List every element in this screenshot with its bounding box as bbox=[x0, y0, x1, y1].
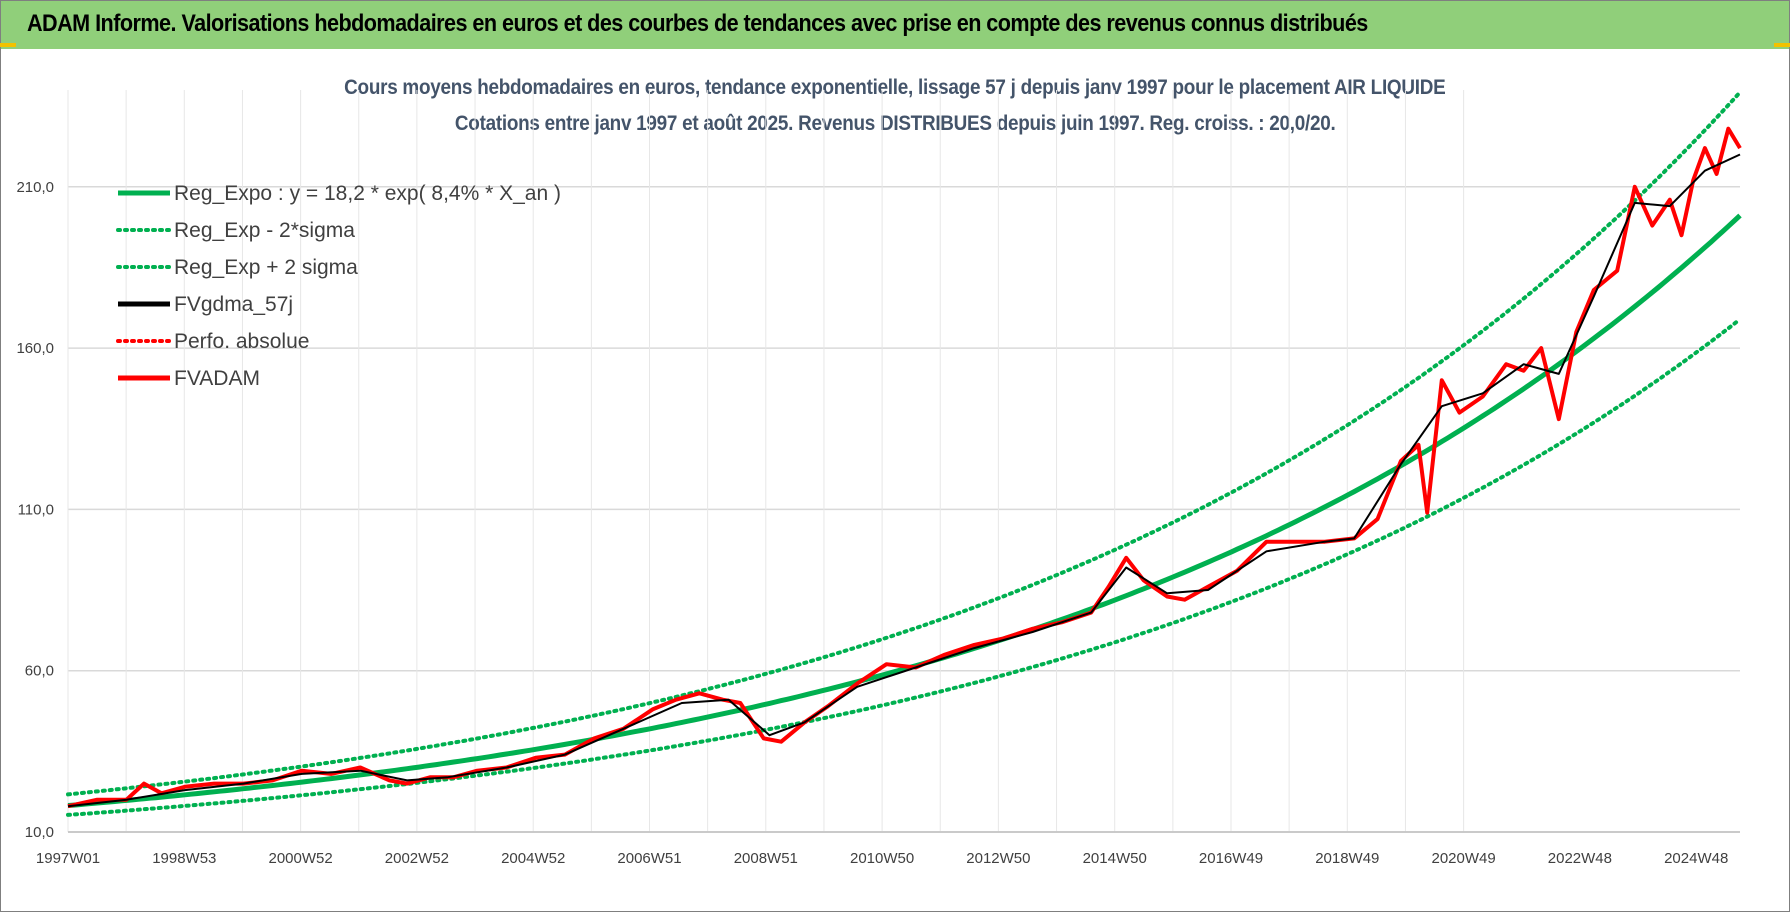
report-title: ADAM Informe. Valorisations hebdomadaire… bbox=[27, 10, 1368, 37]
x-tick-label: 2018W49 bbox=[1315, 850, 1379, 867]
legend: Reg_Expo : y = 18,2 * exp( 8,4% * X_an )… bbox=[116, 182, 561, 390]
legend-label: Reg_Expo : y = 18,2 * exp( 8,4% * X_an ) bbox=[174, 182, 561, 205]
legend-label: FVADAM bbox=[174, 367, 260, 390]
legend-label: FVgdma_57j bbox=[174, 293, 293, 316]
x-tick-label: 2002W52 bbox=[385, 850, 449, 867]
x-tick-label: 2008W51 bbox=[734, 850, 798, 867]
legend-label: Reg_Exp - 2*sigma bbox=[174, 219, 355, 242]
x-tick-label: 2020W49 bbox=[1431, 850, 1495, 867]
x-tick-label: 2004W52 bbox=[501, 850, 565, 867]
x-tick-label: 2022W48 bbox=[1548, 850, 1612, 867]
fvadam-line bbox=[67, 126, 1742, 809]
fvgdma-57j-line bbox=[67, 153, 1741, 808]
x-tick-label: 1998W53 bbox=[152, 850, 216, 867]
chart-title-line1: Cours moyens hebdomadaires en euros, ten… bbox=[344, 76, 1446, 99]
x-tick-label: 1997W01 bbox=[36, 850, 100, 867]
corner-mark bbox=[1774, 43, 1790, 47]
x-tick-label: 2000W52 bbox=[268, 850, 332, 867]
report-header: ADAM Informe. Valorisations hebdomadaire… bbox=[1, 1, 1789, 49]
x-tick-label: 2016W49 bbox=[1199, 850, 1263, 867]
x-tick-label: 2006W51 bbox=[617, 850, 681, 867]
x-tick-label: 2014W50 bbox=[1083, 850, 1147, 867]
corner-mark bbox=[0, 43, 16, 47]
series-layer bbox=[66, 90, 1742, 817]
y-tick-label: 210,0 bbox=[16, 179, 54, 196]
reg-expo-line bbox=[67, 213, 1742, 808]
chart-title-line2: Cotations entre janv 1997 et août 2025. … bbox=[454, 112, 1336, 135]
legend-label: Reg_Exp + 2 sigma bbox=[174, 256, 358, 279]
reg-exp-plus-2sigma-line bbox=[66, 90, 1742, 797]
y-tick-label: 110,0 bbox=[18, 501, 54, 518]
x-tick-label: 2012W50 bbox=[966, 850, 1030, 867]
x-tick-label: 2010W50 bbox=[850, 850, 914, 867]
y-tick-label: 10,0 bbox=[25, 824, 54, 841]
legend-label: Perfo. absolue bbox=[174, 330, 309, 353]
y-tick-label: 160,0 bbox=[16, 340, 54, 357]
x-tick-label: 2024W48 bbox=[1664, 850, 1728, 867]
axis-layer: 10,0 60,0 110,0 160,0 210,0 1997W01 1998W53 200… bbox=[16, 179, 1740, 867]
y-tick-label: 60,0 bbox=[25, 663, 54, 680]
reg-exp-minus-2sigma-line bbox=[66, 317, 1742, 817]
